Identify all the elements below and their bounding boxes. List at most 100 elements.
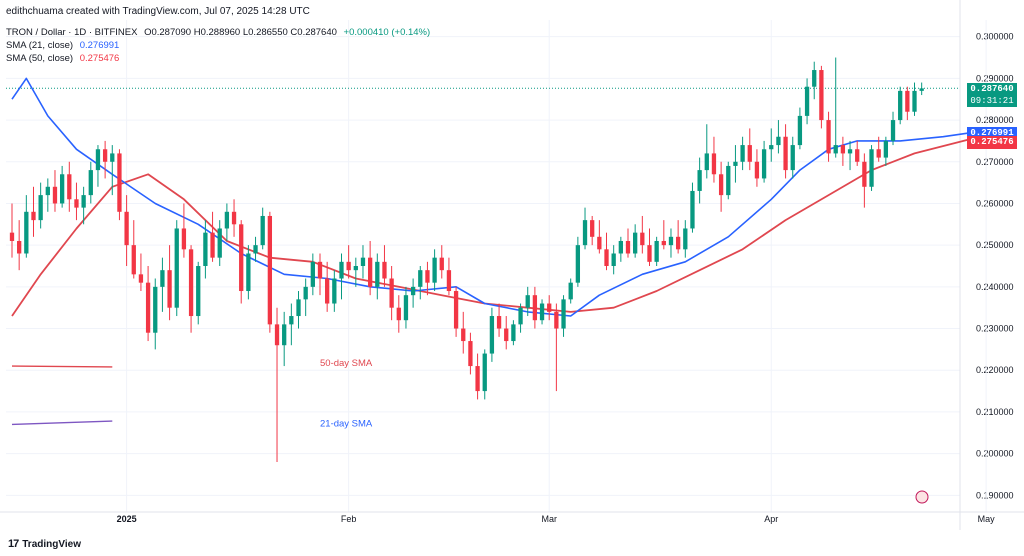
last-price-text: 0.287640 — [970, 84, 1014, 95]
candle-body — [203, 232, 208, 266]
candle-body — [740, 145, 745, 162]
candle-body — [568, 282, 573, 300]
candle-body — [332, 278, 337, 304]
candle-body — [704, 153, 709, 171]
sma50-label: SMA (50, close) — [6, 53, 74, 64]
low-value: L0.286550 — [242, 27, 288, 38]
event-flag-icon — [915, 490, 929, 504]
candle-body — [410, 286, 416, 296]
candle-body — [518, 307, 523, 325]
sma50-tag-text: 0.275476 — [970, 136, 1014, 147]
candle-body — [840, 145, 846, 154]
candle-body — [475, 366, 480, 392]
candle-body — [683, 228, 688, 250]
candle-body — [282, 324, 287, 346]
candle-body — [260, 215, 265, 246]
candle-body — [138, 274, 144, 283]
candle-body — [504, 328, 509, 342]
candle-body — [67, 174, 72, 200]
close-value: C0.287640 — [290, 27, 337, 38]
candle-body — [783, 136, 788, 171]
candle-body — [253, 245, 258, 254]
candle-body — [532, 295, 538, 321]
sma21-legend-row[interactable]: SMA (21, close) 0.276991 — [6, 39, 430, 52]
candle-body — [597, 236, 602, 250]
candle-body — [847, 149, 853, 154]
sma21-annotation: 21-day SMA — [320, 419, 373, 430]
chart-legend: TRON / Dollar · 1D · BITFINEX O0.287090 … — [6, 26, 430, 65]
candle-body — [360, 257, 366, 266]
y-tick-label: 0.220000 — [976, 365, 1014, 375]
candle-body — [325, 278, 330, 304]
candle-body — [898, 90, 903, 121]
x-tick-label: Mar — [541, 514, 557, 524]
candle-body — [668, 236, 674, 246]
y-tick-label: 0.240000 — [976, 282, 1014, 292]
candle-body — [468, 341, 473, 367]
candle-body — [539, 303, 545, 321]
candle-body — [181, 228, 187, 250]
candle-body — [883, 140, 889, 158]
candle-body — [74, 199, 79, 208]
candle-body — [425, 270, 430, 283]
candle-body — [131, 245, 136, 275]
candle-body — [210, 232, 215, 258]
candle-body — [754, 161, 760, 179]
candle-body — [446, 270, 452, 292]
candle-body — [289, 316, 294, 325]
candle-body — [790, 145, 795, 171]
candle-body — [81, 195, 86, 208]
candle-body — [718, 174, 724, 196]
candle-body — [625, 240, 631, 254]
candle-body — [511, 324, 516, 342]
y-tick-label: 0.210000 — [976, 407, 1014, 417]
open-value: O0.287090 — [144, 27, 192, 38]
candle-body — [231, 211, 237, 225]
sma50-line — [11, 137, 973, 317]
candle-body — [95, 149, 101, 171]
candle-body — [453, 291, 459, 329]
candle-body — [855, 149, 860, 162]
candle-body — [17, 240, 22, 254]
y-tick-label: 0.230000 — [976, 324, 1014, 334]
candle-body — [496, 316, 502, 329]
brand-label: TradingView — [22, 538, 81, 550]
candle-body — [396, 307, 401, 321]
candle-body — [769, 145, 774, 150]
candle-body — [797, 115, 803, 146]
candle-body — [862, 161, 867, 187]
candle-body — [919, 88, 924, 91]
candle-body — [367, 257, 373, 287]
candle-body — [633, 232, 638, 254]
candle-body — [747, 145, 752, 162]
candle-body — [618, 240, 623, 254]
candle-body — [833, 145, 838, 154]
candle-body — [274, 324, 280, 346]
candle-body — [525, 295, 530, 308]
tradingview-logo[interactable]: 17 TradingView — [8, 538, 81, 550]
candle-body — [661, 240, 666, 246]
candle-body — [611, 253, 616, 266]
author-line: edithchuama created with TradingView.com… — [6, 6, 310, 17]
candle-body — [905, 90, 910, 112]
symbol-label[interactable]: TRON / Dollar · 1D · BITFINEX — [6, 27, 138, 38]
candle-body — [418, 270, 423, 287]
countdown-text: 09:31:21 — [970, 96, 1014, 107]
candle-body — [547, 303, 552, 312]
candle-body — [675, 236, 681, 250]
candle-body — [761, 149, 767, 179]
candle-body — [117, 153, 122, 212]
candle-body — [124, 211, 129, 246]
candle-body — [690, 190, 695, 229]
sma50-fragment-line — [11, 365, 113, 368]
candle-body — [310, 261, 315, 287]
candle-body — [389, 278, 394, 308]
candle-body — [382, 261, 387, 279]
candle-body — [102, 149, 108, 162]
candle-body — [812, 70, 817, 87]
sma50-legend-row[interactable]: SMA (50, close) 0.275476 — [6, 52, 430, 65]
sma21-tag-text: 0.276991 — [970, 127, 1014, 138]
y-tick-label: 0.270000 — [976, 157, 1014, 167]
y-tick-label: 0.260000 — [976, 198, 1014, 208]
y-tick-label: 0.190000 — [976, 490, 1014, 500]
